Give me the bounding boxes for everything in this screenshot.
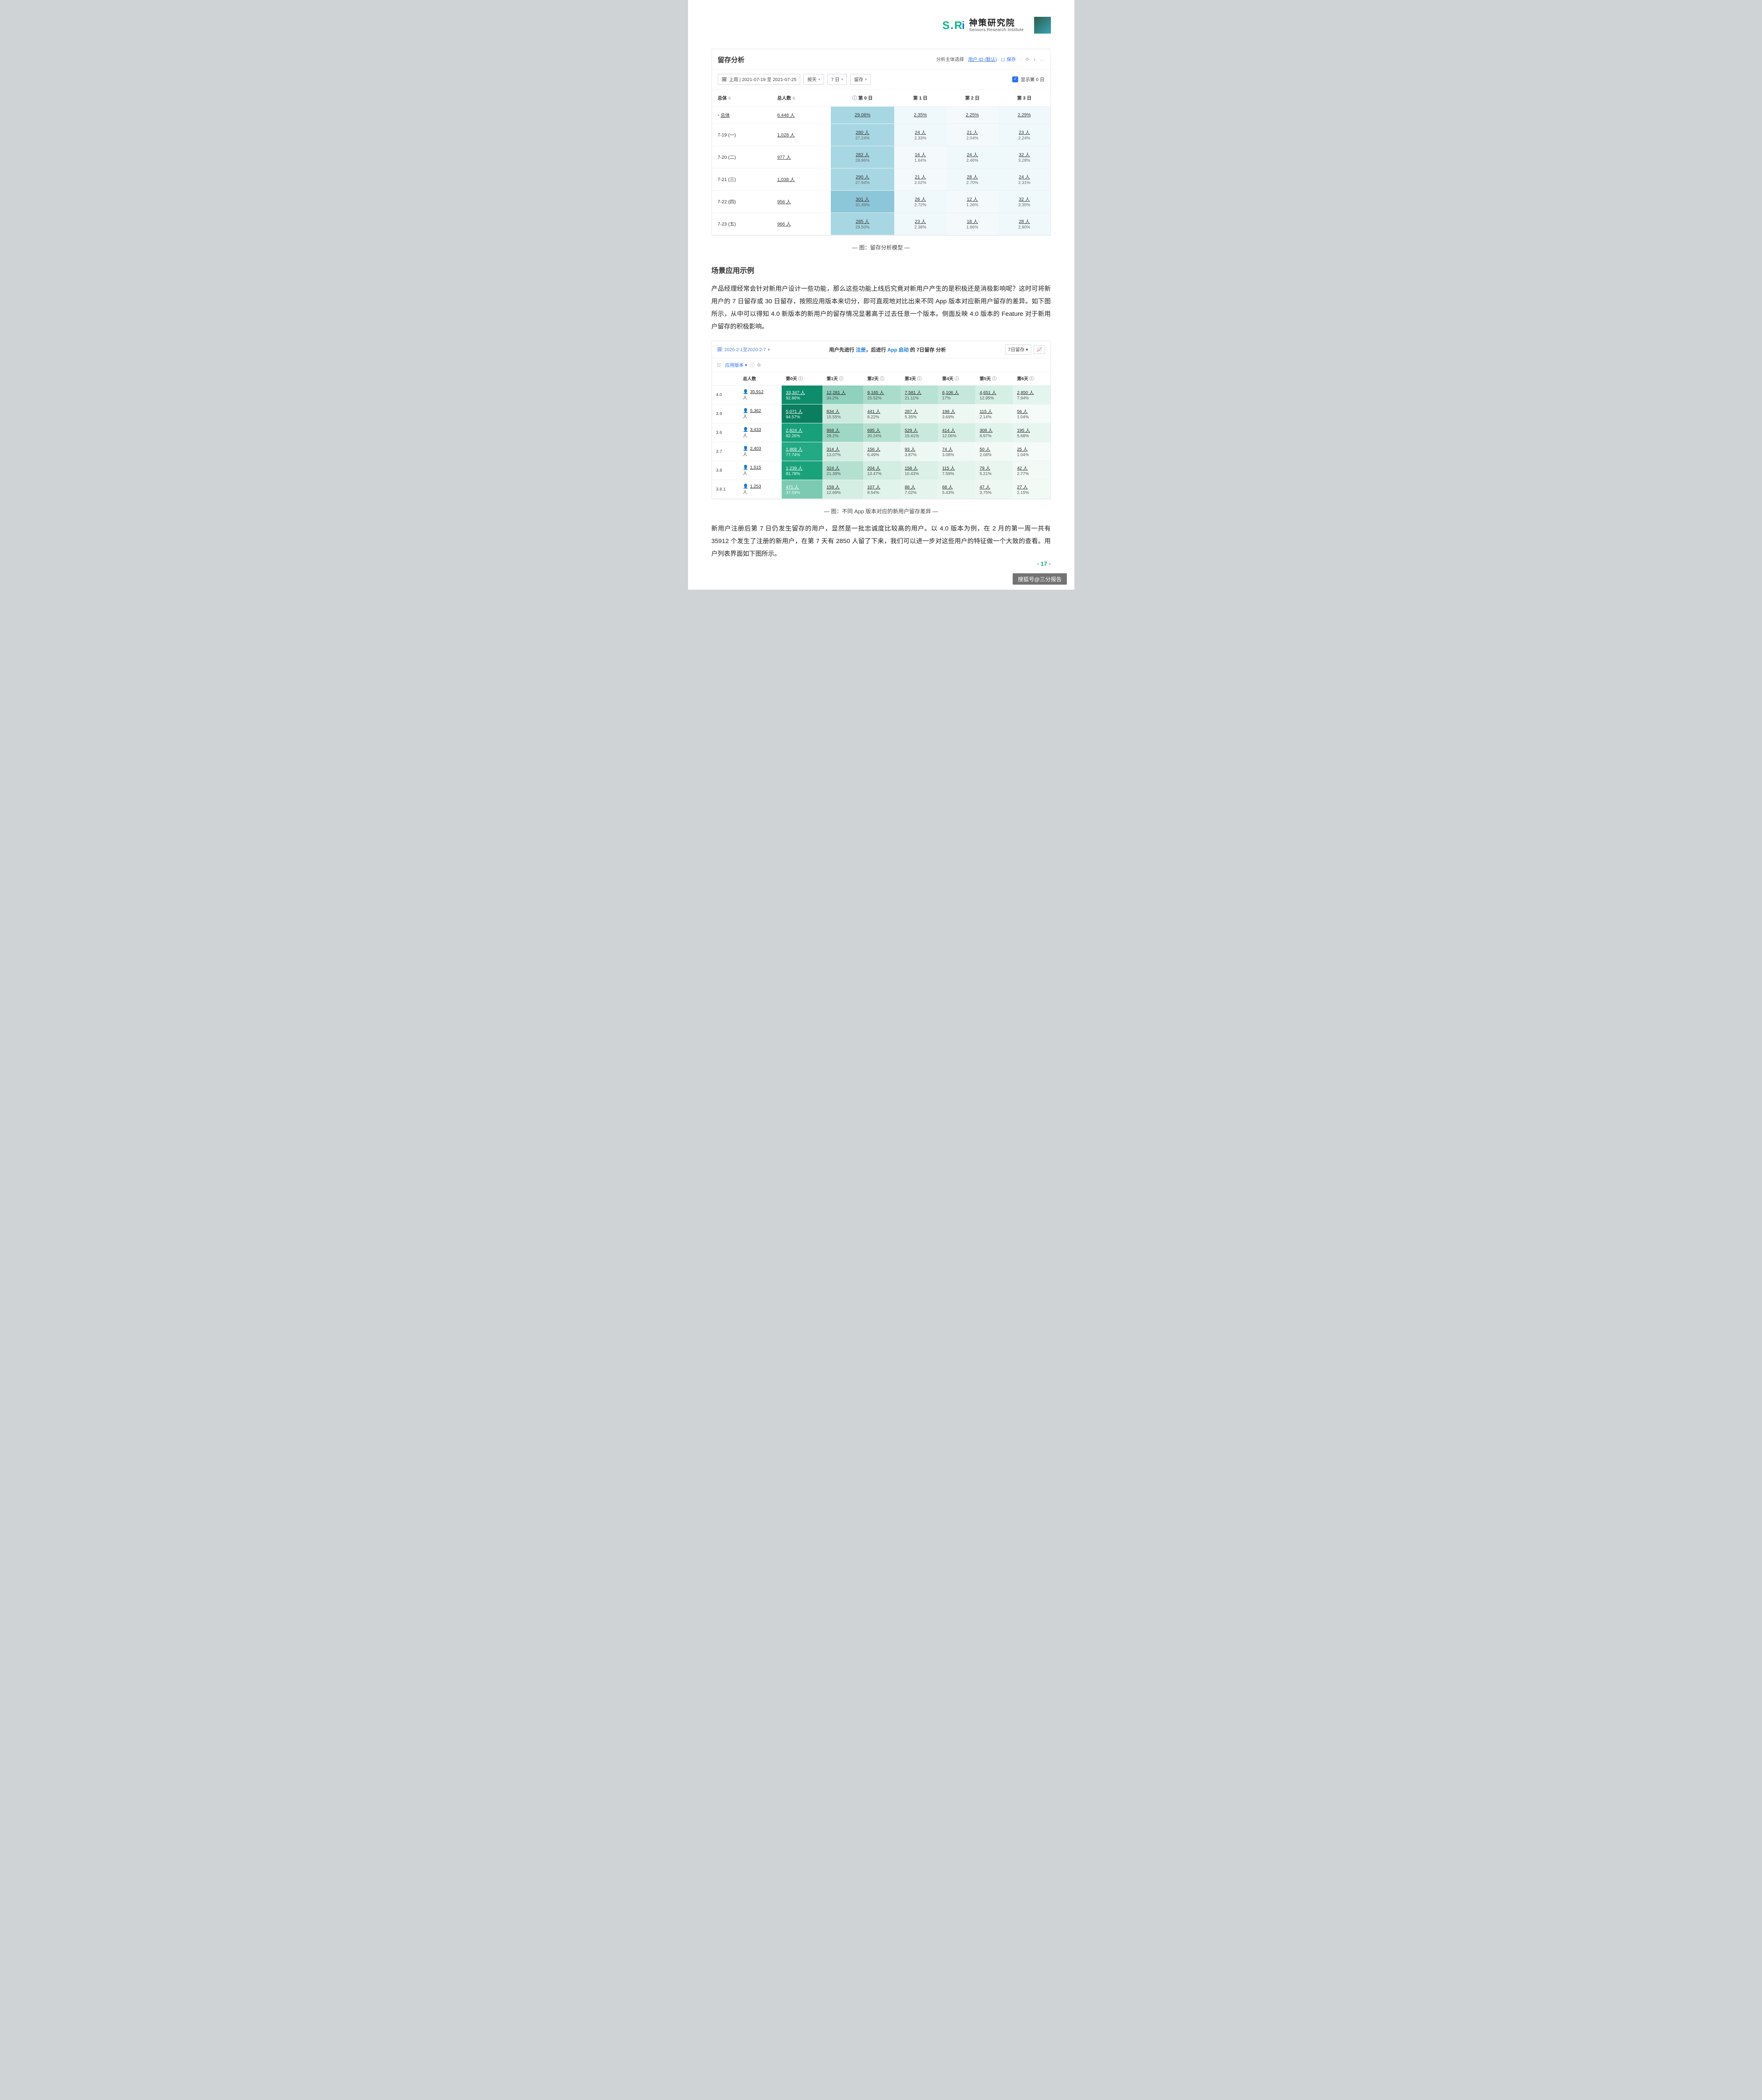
table-row: 3.8👤1,515人1,239 人81.78%324 人21.39%204 人1… [712,461,1050,480]
info-icon: ⓘ [750,362,754,368]
section-heading: 场景应用示例 [712,265,1051,275]
version-table: 总人数第0天 ⓘ第1天 ⓘ第2天 ⓘ第3天 ⓘ第4天 ⓘ第5天 ⓘ第6天 ⓘ 4… [712,372,1050,499]
subj-select[interactable]: 用户 ID (默认) [968,56,997,63]
brand-block [1034,17,1051,34]
version-filter[interactable]: 应用版本 ▾ [725,362,747,368]
retention-window-select[interactable]: 7日留存 ▾ [1005,344,1031,354]
filter-icon: ☷ [717,362,721,368]
days-select[interactable]: 7 日 [827,74,847,85]
paragraph-1: 产品经理经常会针对新用户设计一些功能，那么这些功能上线后究竟对新用户产生的是积极… [712,283,1051,333]
sort-icon[interactable] [791,96,795,101]
table-row: 7-19 (一)1,028 人280 人27.24%24 人2.33%21 人2… [712,124,1050,146]
divider: | [1020,57,1021,62]
info-icon: ⓘ [852,96,857,101]
show-day0-toggle[interactable]: ✓ 显示第 0 日 [1012,76,1044,83]
date-range[interactable]: 🗓 上周 | 2021-07-19 至 2021-07-25 [718,74,801,85]
table-row-total: ▫ 总体 6,448 人 29.06% 2.35% 2.25% 2.29% [712,107,1050,124]
more-icon[interactable]: … [1040,57,1045,62]
brand-header: S.Ri 神策研究院 Sensors Research Institute [712,17,1051,34]
table-row: 7-20 (二)977 人282 人28.86%16 人1.64%24 人2.4… [712,146,1050,168]
table-row: 3.8.1👤1,253人471 人37.59%159 人12.69%107 人8… [712,480,1050,499]
panel2-title: 用户先进行 注册，后进行 App 启动 的 7日留存 分析 [829,346,946,353]
panel1-title: 留存分析 [718,54,745,64]
panel1-caption: — 图：留存分析模型 — [712,243,1051,251]
calendar-icon: 🗓 [722,77,727,82]
subj-label: 分析主体选择 [936,56,964,63]
paragraph-2: 新用户注册后第 7 日仍发生留存的用户，显然是一批忠诚度比较高的用户。以 4.0… [712,522,1051,560]
source-footer: 搜狐号@三分报告 [1013,573,1066,585]
page-number: - 17 - [1037,560,1051,567]
brand-cn: 神策研究院 [969,18,1024,28]
version-retention-panel: 🗓 2020-2-1至2020-2-7 ▾ 用户先进行 注册，后进行 App 启… [712,341,1051,499]
gear-icon[interactable]: ⚙ [757,362,761,368]
table-row: 4.0👤35,912人33,347 人92.86%12,281 人34.2%9,… [712,386,1050,404]
brand-en: Sensors Research Institute [969,28,1024,32]
bookmark-icon: ◻ [1001,57,1005,62]
refresh-icon[interactable]: ⟳ [1025,57,1029,62]
granularity-select[interactable]: 按天 [804,74,824,85]
sort-icon[interactable] [727,96,731,101]
brand-text: 神策研究院 Sensors Research Institute [969,18,1024,32]
table-row: 7-21 (三)1,038 人290 人27.94%21 人2.02%28 人2… [712,168,1050,191]
checkbox-icon: ✓ [1012,76,1018,82]
brand-logo: S.Ri [942,19,965,32]
retention-table: 总体 总人数 ⓘ 第 0 日 第 1 日 第 2 日 第 3 日 ▫ 总体 6,… [712,89,1050,235]
metric-select[interactable]: 留存 [850,74,871,85]
table-row: 3.7👤2,403人1,868 人77.74%314 人13.07%156 人6… [712,442,1050,461]
table-row: 3.6👤3,433人2,824 人82.26%968 人28.2%695 人20… [712,423,1050,442]
table-row: 3.9👤5,362人5,071 人94.57%834 人15.55%441 人8… [712,404,1050,423]
chart-view-button[interactable]: 📈 [1034,345,1045,354]
calendar-icon: 🗓 [717,347,723,352]
table-row: 7-23 (五)966 人285 人29.50%23 人2.38%18 人1.8… [712,213,1050,235]
panel2-caption: — 图：不同 App 版本对应的新用户留存差异 — [712,507,1051,515]
save-button[interactable]: ◻ 保存 [1001,56,1016,63]
download-icon[interactable]: ⤓ [1034,57,1036,62]
retention-panel: 留存分析 分析主体选择 用户 ID (默认) ◻ 保存 | ⟳ ⤓ … 🗓 上周… [712,49,1051,236]
table-row: 7-22 (四)956 人301 人31.49%26 人2.72%12 人1.2… [712,191,1050,213]
date-range-2[interactable]: 🗓 2020-2-1至2020-2-7 ▾ [717,346,770,353]
